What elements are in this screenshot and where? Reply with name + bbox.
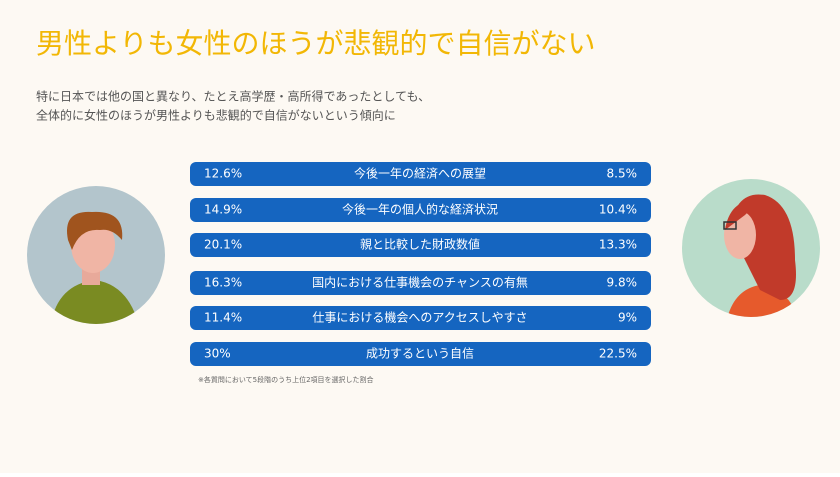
row-pill (190, 271, 651, 295)
row-pill (190, 162, 651, 186)
male-value: 30% (204, 347, 231, 361)
male-value: 14.9% (204, 203, 242, 217)
row-label: 仕事における機会へのアクセスしやすさ (312, 310, 527, 325)
male-value: 20.1% (204, 238, 242, 252)
male-value: 11.4% (204, 311, 242, 325)
female-value: 9% (618, 311, 637, 325)
female-value: 10.4% (599, 203, 637, 217)
description-line: 特に日本では他の国と異なり、たとえ高学歴・高所得であったとしても、 (36, 89, 430, 104)
row-pill (190, 342, 651, 366)
male-avatar (27, 186, 165, 324)
row-pill (190, 198, 651, 222)
female-avatar (682, 179, 820, 317)
row-label: 成功するという自信 (366, 347, 474, 361)
row-pill (190, 306, 651, 330)
title: 男性よりも女性のほうが悲観的で自信がない (36, 27, 595, 60)
male-value: 16.3% (204, 276, 242, 290)
footnote: ※各質問において5段階のうち上位2項目を選択した割合 (198, 375, 374, 384)
description-line: 全体的に女性のほうが男性よりも悲観的で自信がないという傾向に (36, 108, 396, 123)
female-value: 22.5% (599, 347, 637, 361)
female-value: 13.3% (599, 238, 637, 252)
row-label: 国内における仕事機会のチャンスの有無 (312, 275, 528, 290)
row-label: 今後一年の経済への展望 (354, 166, 486, 181)
row-label: 今後一年の個人的な経済状況 (342, 202, 498, 217)
row-pill (190, 233, 651, 257)
male-value: 12.6% (204, 167, 242, 181)
female-value: 9.8% (607, 276, 638, 290)
female-value: 8.5% (607, 167, 638, 181)
row-label: 親と比較した財政数値 (360, 237, 480, 252)
